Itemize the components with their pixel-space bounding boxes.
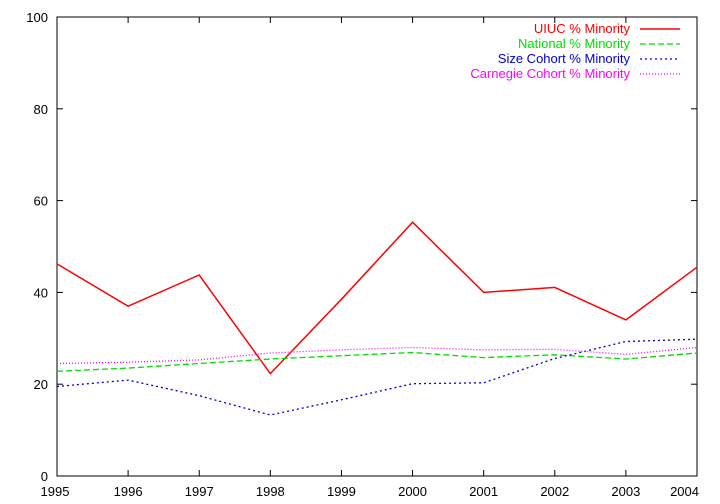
y-tick-label: 60 [34,194,48,209]
x-tick-label: 1995 [41,484,70,499]
x-tick-label: 2000 [398,484,427,499]
legend-label: Size Cohort % Minority [498,51,631,66]
plot-frame [56,16,698,477]
y-tick-label: 0 [41,469,48,484]
series-lines [56,221,698,416]
x-tick-label: 2004 [670,484,699,499]
x-tick-label: 1998 [256,484,285,499]
x-tick-label: 1996 [114,484,143,499]
legend-label: UIUC % Minority [534,21,631,36]
x-tick-label: 2003 [611,484,640,499]
y-tick-label: 20 [34,377,48,392]
x-tick-label: 2002 [540,484,569,499]
x-tick-label: 1997 [185,484,214,499]
x-tick-label: 1999 [327,484,356,499]
y-axis: 0 20 40 60 80 100 [26,10,697,484]
x-axis: 1995 1996 1997 1998 1999 2000 2001 2002 2003 2004 [41,17,699,499]
y-tick-label: 40 [34,285,48,300]
series-line-4 [56,346,698,365]
y-tick-label: 80 [34,102,48,117]
legend-label: Carnegie Cohort % Minority [470,66,630,81]
series-line-1 [56,221,698,375]
series-line-2 [56,351,698,372]
x-tick-label: 2001 [469,484,498,499]
legend-label: National % Minority [518,36,630,51]
y-tick-label: 100 [26,10,48,25]
series-line-3 [56,338,698,416]
